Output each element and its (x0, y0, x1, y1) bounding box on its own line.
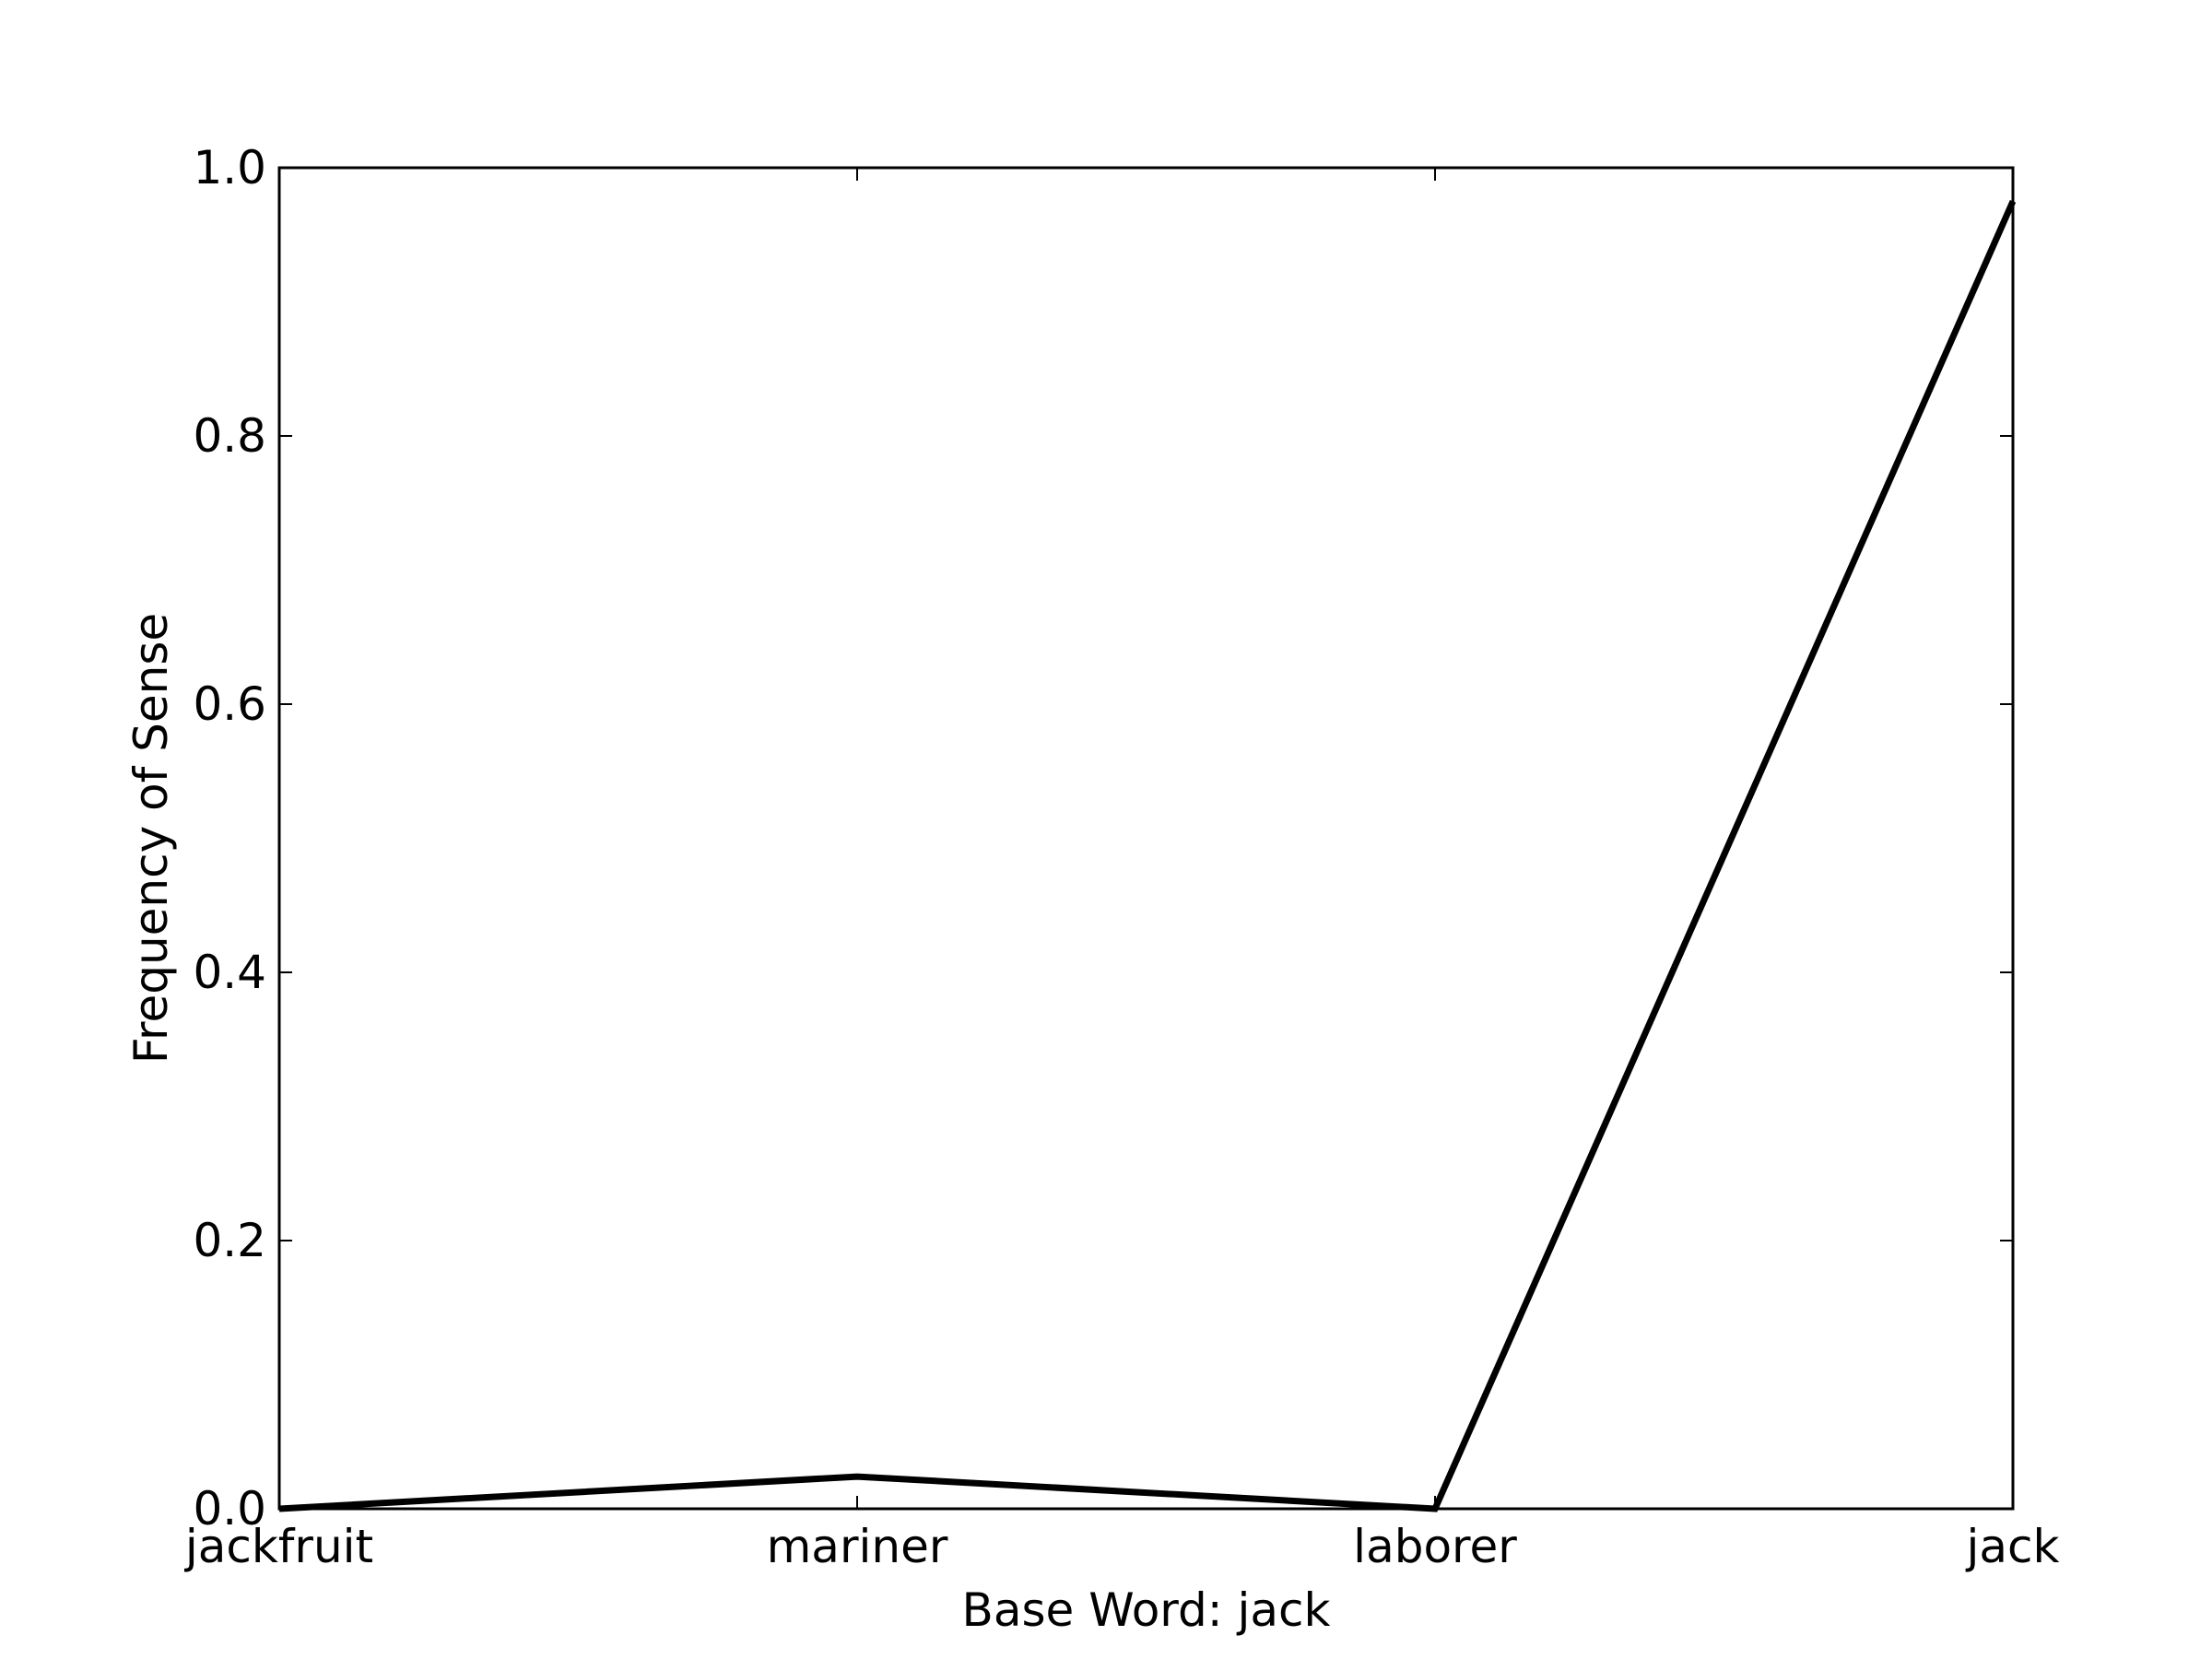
x-tick-label: laborer (1353, 1520, 1517, 1573)
x-tick-label: mariner (767, 1520, 948, 1573)
y-tick-label: 0.8 (193, 409, 266, 463)
x-tick-label: jackfruit (184, 1520, 373, 1573)
plot-frame (277, 166, 2015, 1511)
y-axis-label: Frequency of Sense (124, 613, 178, 1064)
series-line (278, 199, 2017, 1512)
y-tick-labels: 0.0 0.2 0.4 0.6 0.8 1.0 (193, 141, 266, 1535)
series-lines (278, 199, 2017, 1512)
x-axis-label: Base Word: jack (962, 1583, 1331, 1637)
y-tick-label: 1.0 (193, 141, 266, 194)
y-tick-label: 0.4 (193, 946, 266, 999)
x-tick-label: jack (1966, 1520, 2060, 1573)
y-tick-label: 0.2 (193, 1214, 266, 1267)
x-tick-labels: jackfruit mariner laborer jack (184, 1520, 2060, 1573)
y-tick-label: 0.0 (193, 1482, 266, 1535)
y-tick-label: 0.6 (193, 677, 266, 731)
axis-ticks (278, 167, 2014, 1510)
